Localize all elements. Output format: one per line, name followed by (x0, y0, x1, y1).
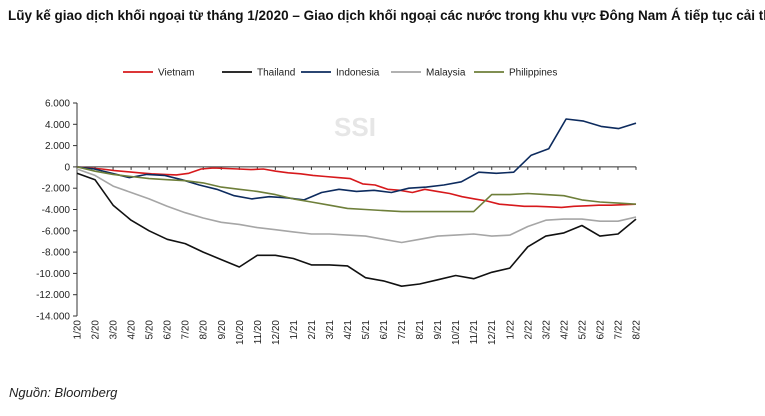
x-tick-label: 11/20 (253, 320, 264, 345)
x-tick-label: 3/22 (541, 320, 552, 340)
legend-label-vietnam: Vietnam (158, 68, 195, 79)
y-tick-label: -10.000 (36, 269, 70, 280)
x-tick-label: 9/20 (217, 320, 228, 340)
x-tick-label: 6/21 (379, 320, 390, 340)
x-tick-label: 4/21 (343, 320, 354, 340)
x-tick-label: 5/20 (145, 320, 156, 340)
series-line-malaysia (76, 168, 637, 244)
legend-label-philippines: Philippines (509, 68, 557, 79)
x-tick-label: 2/20 (91, 320, 102, 340)
x-tick-label: 8/22 (632, 320, 643, 340)
series-line-vietnam (76, 166, 637, 209)
x-tick-label: 7/22 (613, 320, 624, 340)
y-tick-label: 6.000 (45, 99, 70, 110)
series-line-philippines (76, 166, 637, 213)
y-tick-label: -4.000 (42, 205, 71, 216)
x-tick-label: 5/21 (361, 320, 372, 340)
x-tick-label: 3/21 (325, 320, 336, 340)
x-tick-label: 6/20 (163, 320, 174, 340)
x-tick-label: 1/21 (289, 320, 300, 340)
y-tick-label: -2.000 (42, 184, 71, 195)
y-tick-label: -6.000 (42, 226, 71, 237)
x-tick-label: 6/22 (595, 320, 606, 340)
x-tick-label: 11/21 (469, 320, 480, 345)
series-line-indonesia (76, 118, 637, 201)
y-tick-label: -14.000 (36, 312, 70, 323)
y-tick-label: 2.000 (45, 141, 70, 152)
x-tick-label: 12/21 (487, 320, 498, 345)
y-tick-label: -8.000 (42, 248, 71, 259)
x-tick-label: 8/20 (199, 320, 210, 340)
x-tick-label: 4/20 (127, 320, 138, 340)
x-tick-label: 2/21 (307, 320, 318, 340)
x-tick-label: 7/20 (181, 320, 192, 340)
x-tick-label: 5/22 (577, 320, 588, 340)
watermark-text: SSI (334, 112, 376, 142)
legend-label-malaysia: Malaysia (426, 68, 466, 79)
legend-label-indonesia: Indonesia (336, 68, 380, 79)
legend-label-thailand: Thailand (257, 68, 295, 79)
x-tick-label: 1/22 (505, 320, 516, 340)
x-tick-label: 10/20 (235, 320, 246, 345)
source-note: Nguồn: Bloomberg (9, 385, 118, 400)
y-tick-label: -12.000 (36, 290, 70, 301)
x-tick-label: 12/20 (271, 320, 282, 345)
x-tick-label: 1/20 (73, 320, 84, 340)
x-tick-label: 4/22 (559, 320, 570, 340)
x-tick-label: 9/21 (433, 320, 444, 340)
x-tick-label: 7/21 (397, 320, 408, 340)
x-tick-label: 8/21 (415, 320, 426, 340)
y-tick-label: 4.000 (45, 120, 70, 131)
series-line-thailand (76, 172, 637, 288)
y-tick-label: 0 (64, 162, 70, 173)
chart-title: Lũy kế giao dịch khối ngoại từ tháng 1/2… (8, 8, 765, 23)
x-tick-label: 2/22 (523, 320, 534, 340)
x-tick-label: 3/20 (109, 320, 120, 340)
x-tick-label: 10/21 (451, 320, 462, 345)
